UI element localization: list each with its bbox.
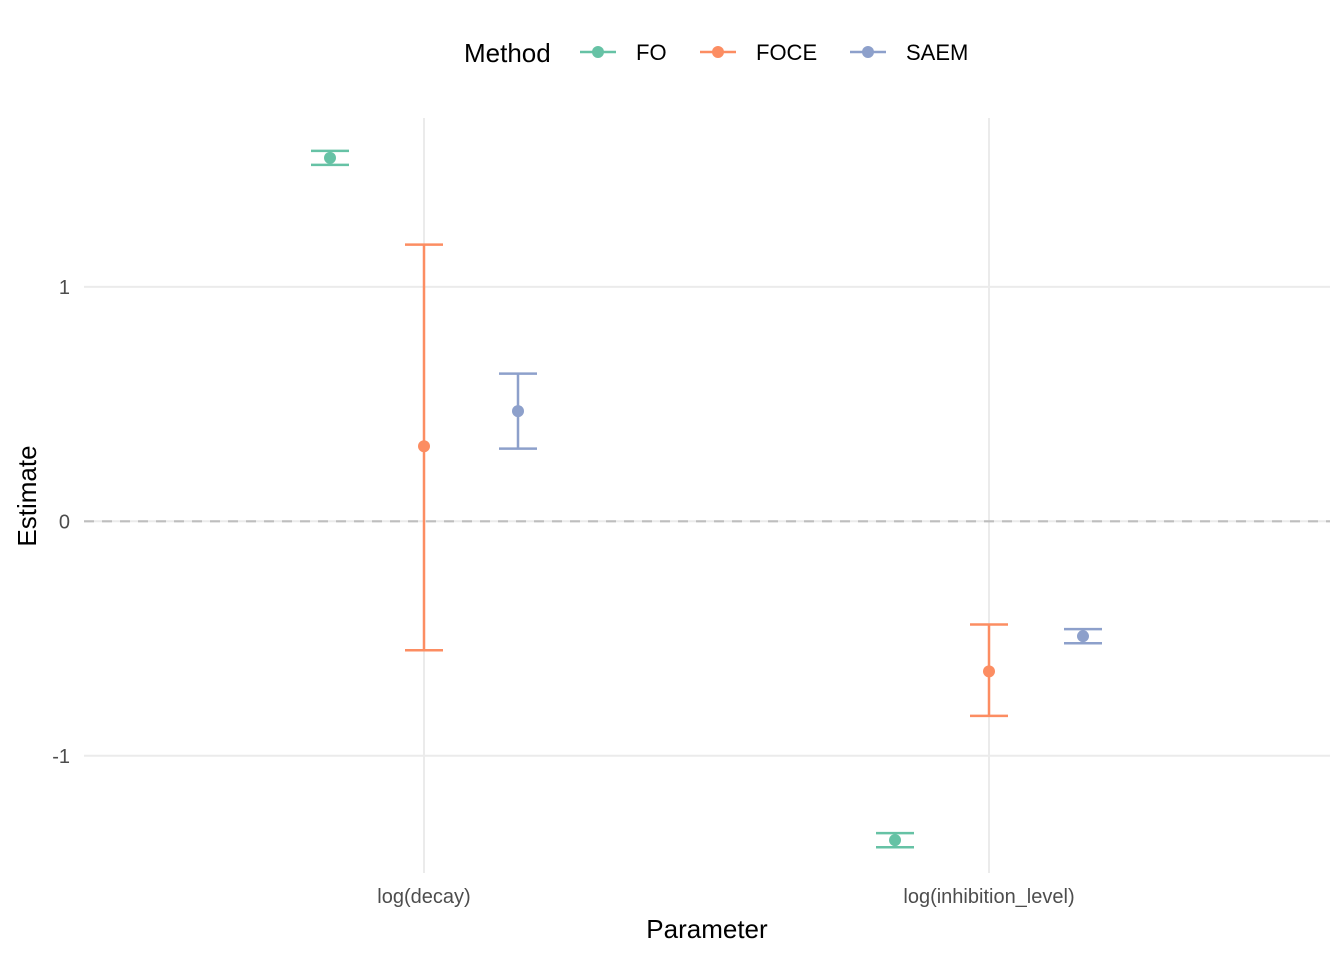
- legend: Method FO FOCE SAEM: [464, 38, 968, 68]
- estimate-point: [889, 834, 901, 847]
- legend-label: FO: [636, 40, 667, 65]
- series-fo: [311, 149, 914, 849]
- legend-label: SAEM: [906, 40, 968, 65]
- estimate-point: [324, 151, 336, 164]
- legend-key-point: [592, 46, 604, 58]
- series-saem: [499, 372, 1102, 645]
- estimate-point: [418, 440, 430, 453]
- y-axis-title: Estimate: [12, 445, 42, 546]
- legend-item-saem: SAEM: [850, 40, 968, 65]
- axes: -1 0 1 log(decay) log(inhibition_level): [52, 277, 1074, 908]
- legend-key-point: [712, 46, 724, 58]
- legend-title: Method: [464, 38, 551, 68]
- y-tick-label: -1: [52, 746, 70, 768]
- x-axis-title: Parameter: [646, 914, 768, 944]
- x-tick-label: log(inhibition_level): [903, 886, 1074, 908]
- legend-item-fo: FO: [580, 40, 667, 65]
- y-tick-label: 0: [59, 511, 70, 533]
- x-tick-label: log(decay): [377, 886, 470, 908]
- estimate-point: [1077, 630, 1089, 643]
- estimate-point: [983, 665, 995, 678]
- series-foce: [405, 243, 1008, 718]
- legend-label: FOCE: [756, 40, 817, 65]
- y-tick-label: 1: [59, 277, 70, 299]
- estimate-point: [512, 405, 524, 418]
- legend-item-foce: FOCE: [700, 40, 817, 65]
- series-layer: [311, 149, 1102, 849]
- legend-key-point: [862, 46, 874, 58]
- grid: [84, 118, 1330, 873]
